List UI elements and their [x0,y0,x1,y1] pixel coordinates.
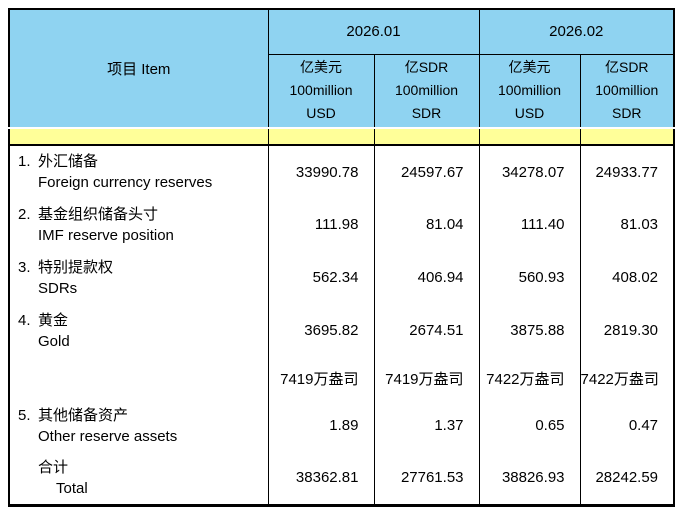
item-name-en: SDRs [38,279,78,297]
item-number: 2. [18,205,31,223]
table-row-gold-ounces: 7419万盎司 7419万盎司 7422万盎司 7422万盎司 [8,357,675,399]
item-name-en: IMF reserve position [38,226,174,244]
value-cell: 406.94 [373,251,480,304]
value-cell: 111.98 [267,198,375,251]
table-row-gold: 4. 黄金 Gold 3695.82 2674.51 3875.88 2819.3… [8,304,675,357]
unit-header-sdr-feb: 亿SDR 100million SDR [579,54,675,129]
unit-header-sdr-jan: 亿SDR 100million SDR [373,54,480,129]
item-cell: 合计 Total [8,452,269,505]
value-cell: 2674.51 [373,304,480,357]
item-name-cn: 基金组织储备头寸 [38,205,159,223]
separator-strip-row [8,127,675,146]
value-cell: 1.89 [267,399,375,452]
value-cell: 24933.77 [579,145,675,198]
value-cell: 33990.78 [267,145,375,198]
separator-cell [267,127,375,146]
value-cell: 28242.59 [579,452,675,505]
value-cell: 7419万盎司 [373,357,480,399]
table-row-sdrs: 3. 特别提款权 SDRs 562.34 406.94 560.93 408.02 [8,251,675,304]
value-cell: 81.04 [373,198,480,251]
item-column-header: 项目 Item [8,9,269,129]
item-name-cn: 其他储备资产 [38,406,129,424]
value-cell: 408.02 [579,251,675,304]
unit-header-usd-feb: 亿美元 100million USD [478,54,581,129]
value-cell: 24597.67 [373,145,480,198]
value-cell: 81.03 [579,198,675,251]
value-cell: 38826.93 [478,452,581,505]
item-cell: 2. 基金组织储备头寸 IMF reserve position [8,198,269,251]
month-header-2026-02: 2026.02 [478,9,675,55]
value-cell: 34278.07 [478,145,581,198]
item-cell: 1. 外汇储备 Foreign currency reserves [8,145,269,198]
separator-cell [373,127,480,146]
separator-cell [478,127,581,146]
item-name-cn: 合计 [38,458,69,476]
separator-cell [579,127,675,146]
value-cell: 111.40 [478,198,581,251]
item-number: 4. [18,311,31,329]
item-name-en: Other reserve assets [38,427,178,445]
table-row-imf-reserve-position: 2. 基金组织储备头寸 IMF reserve position 111.98 8… [8,198,675,251]
value-cell: 1.37 [373,399,480,452]
value-cell: 0.47 [579,399,675,452]
item-name-cn: 外汇储备 [38,153,99,170]
value-cell: 562.34 [267,251,375,304]
value-cell: 7419万盎司 [267,357,375,399]
separator-cell [8,127,269,146]
item-cell: 5. 其他储备资产 Other reserve assets [8,399,269,452]
value-cell: 7422万盎司 [579,357,675,399]
item-cell: 3. 特别提款权 SDRs [8,251,269,304]
month-header-row: 项目 Item 2026.01 2026.02 [8,9,675,129]
unit-header-usd-jan: 亿美元 100million USD [267,54,375,129]
item-name-en: Total [56,479,88,497]
item-name-en: Foreign currency reserves [38,174,213,191]
value-cell: 7422万盎司 [478,357,581,399]
item-cell [8,357,269,399]
value-cell: 27761.53 [373,452,480,505]
table-row-total: 合计 Total 38362.81 27761.53 38826.93 2824… [8,452,675,505]
value-cell: 0.65 [478,399,581,452]
value-cell: 560.93 [478,251,581,304]
item-name-cn: 黄金 [38,311,69,329]
item-number: 3. [18,258,31,276]
unit-header-row: 亿美元 100million USD 亿SDR 100million SDR 亿… [9,54,675,129]
item-name-en: Gold [38,332,70,350]
reserve-assets-table: 项目 Item 2026.01 2026.02 亿美元 100million U… [8,8,676,507]
value-cell: 2819.30 [579,304,675,357]
value-cell: 3875.88 [478,304,581,357]
value-cell: 38362.81 [267,452,375,505]
table-row-other-reserve-assets: 5. 其他储备资产 Other reserve assets 1.89 1.37 … [8,399,675,452]
month-header-2026-01: 2026.01 [267,9,480,55]
item-number: 5. [18,406,31,424]
item-name-cn: 特别提款权 [38,258,114,276]
table-row-foreign-currency-reserves: 1. 外汇储备 Foreign currency reserves 33990.7… [8,145,675,198]
value-cell: 3695.82 [267,304,375,357]
item-number: 1. [18,153,31,170]
item-cell: 4. 黄金 Gold [8,304,269,357]
